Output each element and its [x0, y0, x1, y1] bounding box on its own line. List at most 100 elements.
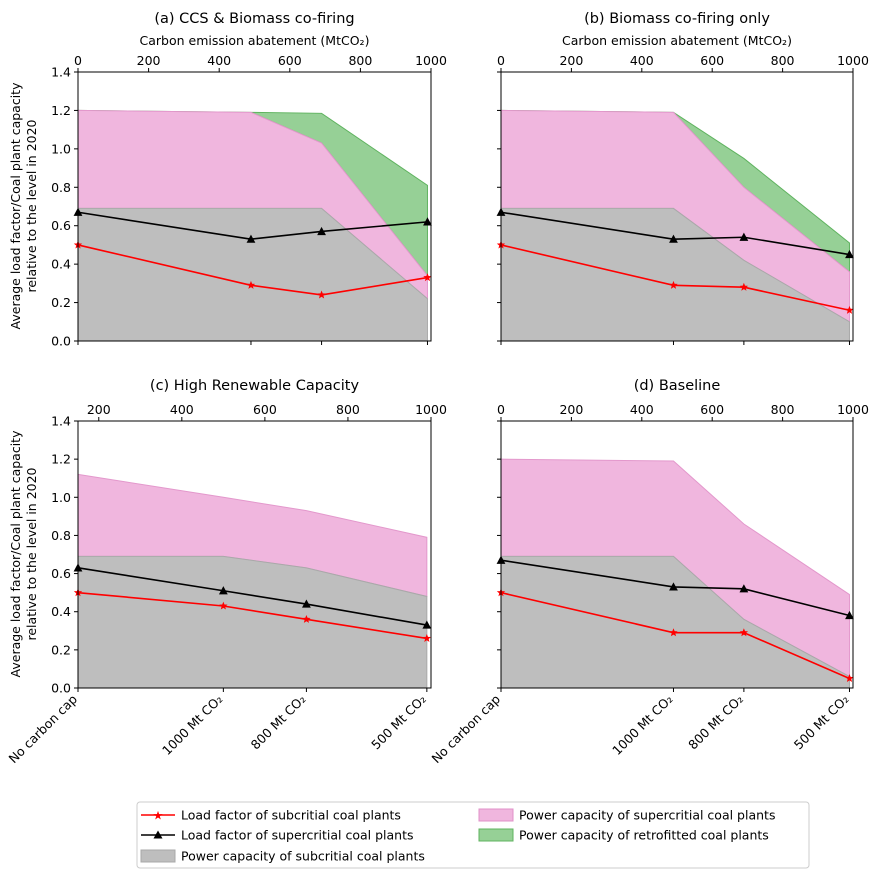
scenario-tick-label: 500 Mt CO₂	[791, 692, 852, 753]
y-tick-label: 1.0	[51, 141, 71, 156]
y-tick-label: 0.4	[51, 257, 71, 272]
y-tick-label: 0.2	[51, 295, 71, 310]
y-tick-label: 0.2	[51, 642, 71, 657]
scenario-tick-label: No carbon cap	[5, 691, 80, 766]
y-tick-label: 0.8	[51, 180, 71, 195]
top-x-tick-label: 400	[207, 53, 231, 68]
subcritical-load-line	[500, 244, 850, 312]
supercritical-load-line	[500, 559, 850, 617]
shared-y-axis-label-top: Average load factor/Coal plant capacity	[8, 82, 23, 330]
panel-4: (d) Baseline 0 200 400 600 800 1000 No carbon c…	[428, 378, 868, 766]
supercritical-load-point	[845, 249, 854, 259]
y-tick-label: 1.4	[51, 414, 71, 429]
y-tick-label: 0.6	[51, 566, 71, 581]
panel-title: (a) CCS & Biomass co-firing	[154, 11, 354, 27]
panel-title: (c) High Renewable Capacity	[150, 378, 360, 394]
panels-group: (a) CCS & Biomass co-firing Carbon emissi…	[5, 11, 868, 766]
legend-marker-supercritical-load	[153, 830, 163, 839]
top-x-tick-label: 200	[137, 53, 161, 68]
y-tick-label: 1.4	[51, 65, 71, 80]
y-tick-label: 0.8	[51, 528, 71, 543]
legend-label-supercritical-load: Load factor of supercritial coal plants	[181, 828, 414, 843]
subcritical-load-point	[739, 628, 749, 637]
top-x-tick-label: 800	[348, 53, 372, 68]
top-x-tick-label: 1000	[837, 53, 869, 68]
top-x-tick-label: 800	[771, 53, 795, 68]
top-x-tick-label: 600	[253, 402, 277, 417]
subcritical-load-point	[317, 290, 326, 299]
subcritical-load-line	[500, 591, 850, 680]
top-x-tick-label: 1000	[415, 402, 447, 417]
scenario-tick-label: 800 Mt CO₂	[248, 692, 309, 753]
shared-y-axis-label-top-lower: Average load factor/Coal plant capacity	[8, 430, 23, 678]
top-x-tick-label: 200	[559, 402, 583, 417]
subcritical-load-point	[669, 280, 678, 289]
legend-label-supercritical-capacity: Power capacity of supercritial coal plan…	[519, 808, 775, 823]
legend-swatch-retrofitted-capacity	[478, 828, 514, 842]
top-x-tick-label: 400	[170, 402, 194, 417]
subcritical-load-point	[246, 280, 256, 289]
shared-y-axis-label-bottom: relative to the level in 2020	[24, 119, 39, 292]
subcritical-load-point	[845, 674, 854, 683]
supercritical-load-point	[739, 584, 749, 593]
scenario-tick-label: 800 Mt CO₂	[685, 692, 746, 753]
plot-frame	[77, 420, 432, 689]
legend: ★ Load factor of subcritial coal plants …	[136, 801, 810, 869]
top-x-tick-label: 200	[87, 402, 111, 417]
top-x-tick-label: 200	[559, 53, 583, 68]
subcritical-load-point	[669, 628, 678, 637]
top-x-tick-label: 600	[700, 53, 724, 68]
top-x-tick-label: 0	[74, 53, 82, 68]
supercritical-load-line	[500, 211, 850, 256]
plot-frame	[500, 420, 854, 689]
supercritical-load-line	[77, 211, 428, 240]
top-x-tick-label: 0	[497, 53, 505, 68]
scenario-tick-label: 500 Mt CO₂	[368, 692, 429, 753]
supercritical-load-point	[317, 226, 326, 236]
top-x-tick-label: 0	[497, 402, 505, 417]
top-x-tick-label: 1000	[837, 402, 869, 417]
supercritical-load-line	[77, 567, 427, 626]
subcritical-load-point	[422, 634, 432, 642]
y-tick-label: 0.0	[51, 681, 71, 696]
supercritical-load-point	[845, 610, 854, 620]
y-tick-label: 0.0	[51, 334, 71, 349]
top-x-tick-label: 1000	[415, 53, 447, 68]
subcritical-load-point	[739, 282, 749, 291]
scenario-tick-label: 1000 Mt CO₂	[159, 692, 225, 758]
supercritical-load-point	[739, 232, 749, 241]
supercritical-load-point	[423, 217, 432, 226]
subcritical-load-point	[219, 601, 228, 610]
legend-swatch-supercritical-capacity	[478, 808, 514, 822]
panel-title: (b) Biomass co-firing only	[584, 11, 770, 27]
shared-y-axis-label-bottom-lower: relative to the level in 2020	[24, 467, 39, 640]
y-tick-label: 1.0	[51, 490, 71, 505]
top-x-axis-label: Carbon emission abatement (MtCO₂)	[562, 33, 792, 48]
subcritical-load-line	[77, 591, 427, 640]
legend-marker-subcritical-load: ★	[153, 809, 164, 823]
panel-2: (b) Biomass co-firing only Carbon emissio…	[496, 11, 869, 345]
subcritical-load-line	[77, 244, 428, 296]
plot-frame	[77, 71, 432, 342]
panel-1: (a) CCS & Biomass co-firing Carbon emissi…	[51, 11, 447, 349]
subcritical-load-point	[423, 273, 432, 282]
legend-frame	[136, 801, 810, 869]
supercritical-load-point	[302, 599, 311, 608]
supercritical-load-point	[669, 234, 678, 243]
y-tick-label: 0.4	[51, 604, 71, 619]
top-x-tick-label: 600	[278, 53, 302, 68]
scenario-tick-label: No carbon cap	[428, 691, 503, 766]
panel-title: (d) Baseline	[634, 378, 721, 394]
scenario-tick-label: 1000 Mt CO₂	[609, 692, 675, 758]
supercritical-load-point	[422, 620, 432, 629]
supercritical-load-point	[246, 234, 256, 243]
legend-label-subcritical-load: Load factor of subcritial coal plants	[181, 808, 401, 823]
top-x-tick-label: 800	[336, 402, 360, 417]
top-x-tick-label: 600	[700, 402, 724, 417]
top-x-tick-label: 400	[630, 402, 654, 417]
top-x-tick-label: 800	[771, 402, 795, 417]
subcritical-load-point	[845, 305, 854, 314]
top-x-axis-label: Carbon emission abatement (MtCO₂)	[140, 33, 370, 48]
y-tick-label: 1.2	[51, 452, 71, 467]
